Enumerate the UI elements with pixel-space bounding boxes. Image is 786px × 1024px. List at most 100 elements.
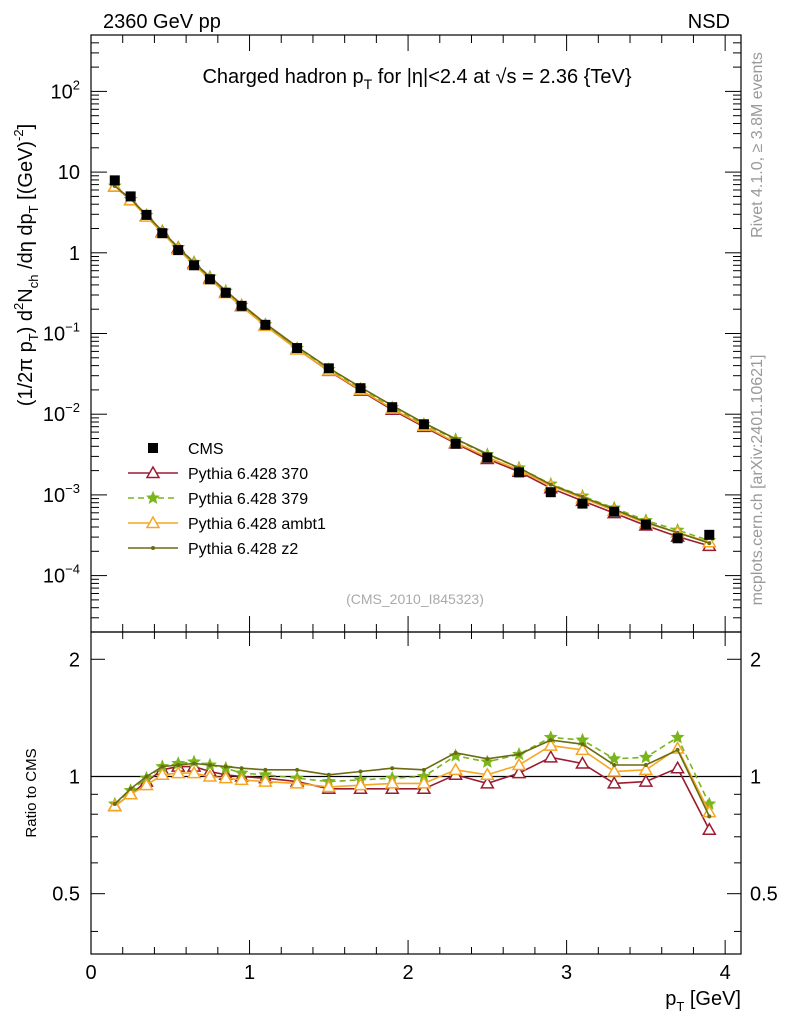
marker [170, 765, 186, 779]
marker [141, 209, 152, 220]
marker [702, 822, 717, 835]
marker [609, 506, 620, 517]
x-tick-label: 0 [85, 962, 96, 984]
marker [577, 498, 588, 509]
marker [418, 419, 429, 430]
marker [670, 760, 685, 774]
series-cms [109, 175, 715, 544]
marker [292, 343, 303, 354]
main-y-axis-label: (1/2π pT) d2Nch /dη dpT [(GeV)-2] [11, 124, 41, 406]
marker [173, 245, 184, 256]
marker [220, 287, 231, 298]
ratio-line [114, 744, 711, 813]
legend-entry: Pythia 6.428 ambt1 [128, 515, 326, 533]
marker [263, 767, 268, 772]
marker [517, 752, 522, 757]
ratio-axis-ticks: 0 1 2 3 4 0.5 0.5 1 1 2 2 [52, 632, 778, 984]
marker [358, 769, 363, 774]
marker [192, 761, 197, 766]
marker [421, 767, 426, 772]
ratio-tick-label-left: 2 [69, 649, 80, 671]
marker [160, 764, 165, 769]
marker [606, 763, 622, 777]
marker [638, 774, 654, 787]
marker [580, 494, 585, 499]
y-tick-label: 102 [51, 77, 80, 103]
marker [155, 767, 170, 781]
side-label-top: Rivet 4.1.0, ≥ 3.8M events [749, 52, 766, 238]
marker [670, 730, 685, 744]
x-tick-label: 3 [561, 962, 572, 984]
marker [189, 260, 200, 271]
marker [482, 452, 493, 463]
marker [207, 763, 212, 768]
marker [387, 402, 398, 413]
marker [707, 814, 712, 819]
ratio-y-axis-label: Ratio to CMS [23, 748, 40, 837]
marker [480, 767, 495, 781]
marker [390, 766, 395, 771]
marker [548, 738, 553, 743]
x-axis-label: pT [GeV] [665, 988, 741, 1014]
ratio-tick-label-right: 0.5 [750, 884, 778, 906]
ratio-tick-label-left: 0.5 [52, 884, 80, 906]
marker [353, 777, 368, 791]
marker [145, 465, 161, 479]
x-tick-label: 2 [403, 962, 414, 984]
legend-entry: Pythia 6.428 370 [128, 465, 308, 483]
marker [239, 766, 244, 771]
ratio-plot-area [107, 730, 717, 835]
y-tick-label: 10−1 [43, 320, 80, 346]
y-tick-label: 1 [69, 243, 80, 265]
marker [640, 519, 651, 530]
ratio-panel-frame [90, 631, 742, 955]
marker [485, 756, 490, 761]
header-right: NSD [688, 11, 730, 33]
plot-title: Charged hadron pT for |η|<2.4 at √s = 2.… [202, 66, 631, 92]
marker [575, 755, 590, 769]
marker [638, 762, 654, 776]
legend-label: Pythia 6.428 ambt1 [188, 516, 326, 533]
marker [612, 763, 617, 768]
ratio-tick-label-right: 2 [750, 649, 761, 671]
marker [202, 768, 218, 782]
legend-label: Pythia 6.428 370 [188, 466, 308, 483]
marker [514, 467, 525, 478]
marker [157, 228, 168, 239]
series-line [114, 185, 710, 542]
marker [128, 786, 133, 791]
marker [144, 774, 149, 779]
legend-label: CMS [188, 441, 224, 458]
marker [146, 490, 160, 504]
marker [204, 274, 215, 285]
marker [321, 779, 337, 793]
marker [186, 765, 202, 779]
x-tick-label: 1 [244, 962, 255, 984]
marker [672, 533, 683, 544]
marker [670, 740, 685, 754]
y-tick-label: 10−2 [43, 400, 80, 426]
marker [606, 775, 622, 789]
marker [580, 742, 585, 747]
marker [151, 546, 155, 550]
marker [511, 765, 527, 779]
ratio-series-pythia-6-428-ambt1 [107, 738, 717, 818]
legend-entry: CMS [148, 441, 224, 458]
marker [109, 175, 120, 186]
marker [543, 738, 559, 751]
legend-entry: Pythia 6.428 379 [128, 490, 308, 508]
marker [448, 762, 463, 776]
main-plot-area [107, 175, 717, 552]
marker [355, 383, 366, 394]
marker [450, 438, 461, 449]
marker [575, 742, 590, 756]
marker [148, 443, 158, 453]
header-left: 2360 GeV pp [103, 11, 221, 33]
marker [480, 754, 495, 768]
y-tick-label: 10−4 [43, 562, 80, 588]
legend-label: Pythia 6.428 379 [188, 491, 308, 508]
series-line [114, 185, 710, 544]
legend-label: Pythia 6.428 z2 [188, 541, 298, 558]
marker [258, 774, 273, 787]
